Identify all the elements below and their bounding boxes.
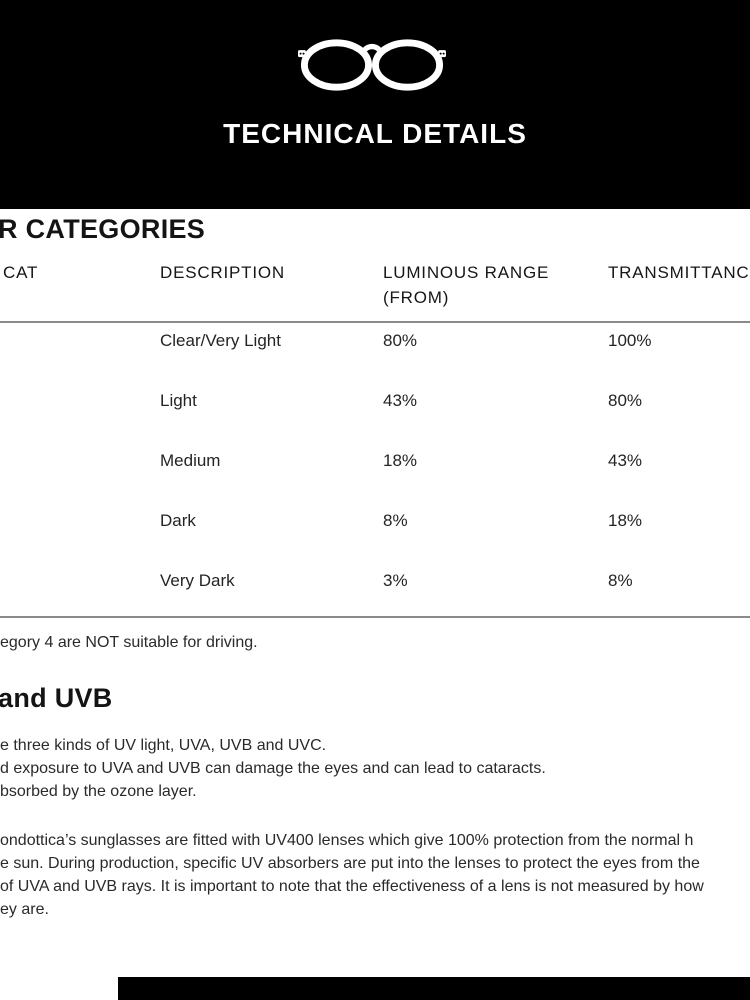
cell-description: Medium	[160, 451, 221, 470]
page-title: TECHNICAL DETAILS	[223, 118, 527, 149]
uv-paragraph2-line: ey are.	[0, 901, 49, 918]
cell-description: Light	[160, 391, 197, 410]
cell-transmittance: 8%	[608, 571, 633, 590]
glasses-icon	[298, 35, 446, 91]
header-banner: TECHNICAL DETAILS	[0, 0, 750, 209]
column-header-cat: CAT	[3, 263, 39, 282]
cell-description: Very Dark	[160, 571, 235, 590]
uv-paragraph1-line: d exposure to UVA and UVB can damage the…	[0, 760, 546, 777]
column-header-luminous-range: LUMINOUS RANGE (FROM)	[383, 263, 550, 307]
cell-luminous-range: 8%	[383, 511, 408, 530]
uv-paragraph1-line: bsorbed by the ozone layer.	[0, 783, 197, 800]
table-top-divider	[0, 321, 750, 323]
cell-description: Clear/Very Light	[160, 331, 281, 350]
uv-paragraph2-line: ondottica’s sunglasses are fitted with U…	[0, 832, 694, 849]
cell-transmittance: 18%	[608, 511, 643, 530]
table-bottom-divider	[0, 616, 750, 618]
next-section-banner	[118, 977, 750, 1000]
cell-transmittance: 43%	[608, 451, 643, 470]
categories-heading: R CATEGORIES	[0, 214, 206, 244]
cell-luminous-range: 3%	[383, 571, 408, 590]
cell-transmittance: 100%	[608, 331, 652, 350]
cell-transmittance: 80%	[608, 391, 643, 410]
uv-paragraph1-line: e three kinds of UV light, UVA, UVB and …	[0, 737, 327, 754]
cell-luminous-range: 80%	[383, 331, 418, 350]
uv-paragraph2-line: e sun. During production, specific UV ab…	[0, 855, 700, 872]
cell-luminous-range: 43%	[383, 391, 418, 410]
uv-heading: and UVB	[0, 683, 113, 713]
cell-description: Dark	[160, 511, 196, 530]
driving-note: egory 4 are NOT suitable for driving.	[0, 634, 258, 651]
column-header-transmittance: TRANSMITTANC	[608, 263, 750, 282]
cell-luminous-range: 18%	[383, 451, 418, 470]
column-header-description: DESCRIPTION	[160, 263, 285, 282]
uv-paragraph2-line: of UVA and UVB rays. It is important to …	[0, 878, 704, 895]
